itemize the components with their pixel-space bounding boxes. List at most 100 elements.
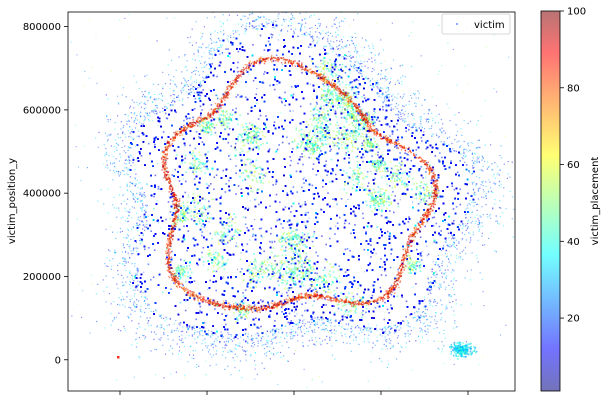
- scatter-point: [315, 288, 317, 291]
- scatter-point: [290, 159, 292, 162]
- scatter-point: [384, 301, 386, 304]
- scatter-point: [267, 40, 270, 43]
- scatter-point: [262, 82, 265, 84]
- scatter-point: [391, 133, 394, 135]
- scatter-point: [178, 180, 181, 182]
- scatter-point: [231, 235, 234, 238]
- scatter-point: [374, 177, 376, 180]
- scatter-point: [339, 64, 341, 66]
- scatter-point: [425, 171, 427, 173]
- scatter-point: [304, 201, 306, 203]
- scatter-point: [380, 90, 382, 92]
- scatter-point: [383, 269, 386, 272]
- scatter-point: [201, 234, 203, 237]
- scatter-point: [406, 153, 408, 155]
- scatter-point: [289, 164, 292, 167]
- scatter-point: [324, 298, 327, 300]
- scatter-point: [239, 313, 241, 316]
- scatter-point: [419, 236, 422, 239]
- scatter-point: [187, 93, 190, 95]
- scatter-point: [329, 181, 331, 183]
- scatter-point: [237, 61, 239, 64]
- scatter-point: [371, 155, 373, 157]
- scatter-point: [235, 193, 237, 195]
- scatter-point: [370, 256, 372, 258]
- scatter-point: [352, 295, 355, 298]
- scatter-point: [334, 233, 336, 235]
- scatter-point: [353, 213, 356, 216]
- scatter-point: [203, 321, 206, 324]
- scatter-point: [294, 315, 296, 317]
- scatter-point: [375, 128, 378, 130]
- scatter-point: [279, 201, 281, 203]
- scatter-point: [452, 237, 455, 240]
- scatter-point: [348, 281, 351, 284]
- scatter-point: [247, 207, 250, 210]
- scatter-point: [222, 224, 225, 227]
- scatter-point: [420, 300, 422, 302]
- scatter-point: [414, 165, 416, 167]
- scatter-point: [150, 230, 152, 232]
- scatter-point: [348, 222, 351, 225]
- scatter-point: [338, 265, 340, 267]
- scatter-point: [339, 320, 341, 322]
- scatter-point: [254, 198, 256, 201]
- scatter-point: [376, 119, 378, 121]
- scatter-point: [157, 188, 160, 190]
- scatter-point: [164, 112, 167, 115]
- scatter-point: [315, 65, 317, 68]
- scatter-point: [310, 36, 312, 38]
- scatter-point: [356, 293, 359, 296]
- scatter-point: [304, 302, 307, 304]
- scatter-point: [165, 218, 167, 221]
- scatter-point: [153, 249, 156, 251]
- scatter-point: [150, 279, 152, 281]
- scatter-point: [166, 117, 169, 120]
- scatter-point: [349, 249, 351, 252]
- scatter-point: [389, 135, 391, 137]
- scatter-point: [230, 145, 233, 147]
- scatter-point: [362, 212, 364, 215]
- scatter-point: [390, 167, 393, 170]
- scatter-point: [237, 185, 240, 187]
- scatter-point: [145, 226, 148, 229]
- scatter-point: [439, 152, 441, 154]
- scatter-point: [284, 206, 287, 208]
- scatter-point: [209, 279, 211, 282]
- scatter-point: [239, 96, 241, 98]
- scatter-point: [264, 175, 267, 177]
- scatter-point: [397, 202, 399, 205]
- scatter-point: [307, 46, 310, 48]
- scatter-point: [144, 248, 146, 251]
- scatter-point: [184, 157, 186, 160]
- scatter-point: [329, 150, 331, 152]
- scatter-point: [244, 216, 247, 219]
- scatter-point: [214, 308, 216, 310]
- scatter-point: [210, 183, 212, 185]
- scatter-point: [246, 283, 248, 286]
- scatter-point: [327, 192, 329, 194]
- scatter-point: [199, 310, 201, 312]
- scatter-point: [161, 291, 164, 294]
- scatter-point: [317, 255, 319, 257]
- scatter-point: [384, 216, 386, 219]
- scatter-point: [392, 191, 394, 193]
- scatter-point: [390, 284, 393, 287]
- scatter-point: [313, 233, 315, 235]
- scatter-point: [202, 89, 204, 91]
- scatter-point: [235, 96, 238, 98]
- scatter-point: [201, 251, 203, 254]
- scatter-point: [140, 155, 143, 157]
- scatter-point: [425, 200, 428, 202]
- scatter-point: [269, 314, 271, 316]
- scatter-point: [452, 208, 455, 210]
- scatter-point: [260, 234, 263, 237]
- scatter-point: [275, 183, 277, 185]
- scatter-point: [268, 148, 271, 150]
- scatter-point: [296, 300, 298, 303]
- scatter-point: [363, 140, 365, 142]
- scatter-point: [390, 293, 393, 296]
- scatter-point: [435, 222, 438, 225]
- scatter-point: [202, 223, 204, 225]
- scatter-point: [349, 319, 352, 322]
